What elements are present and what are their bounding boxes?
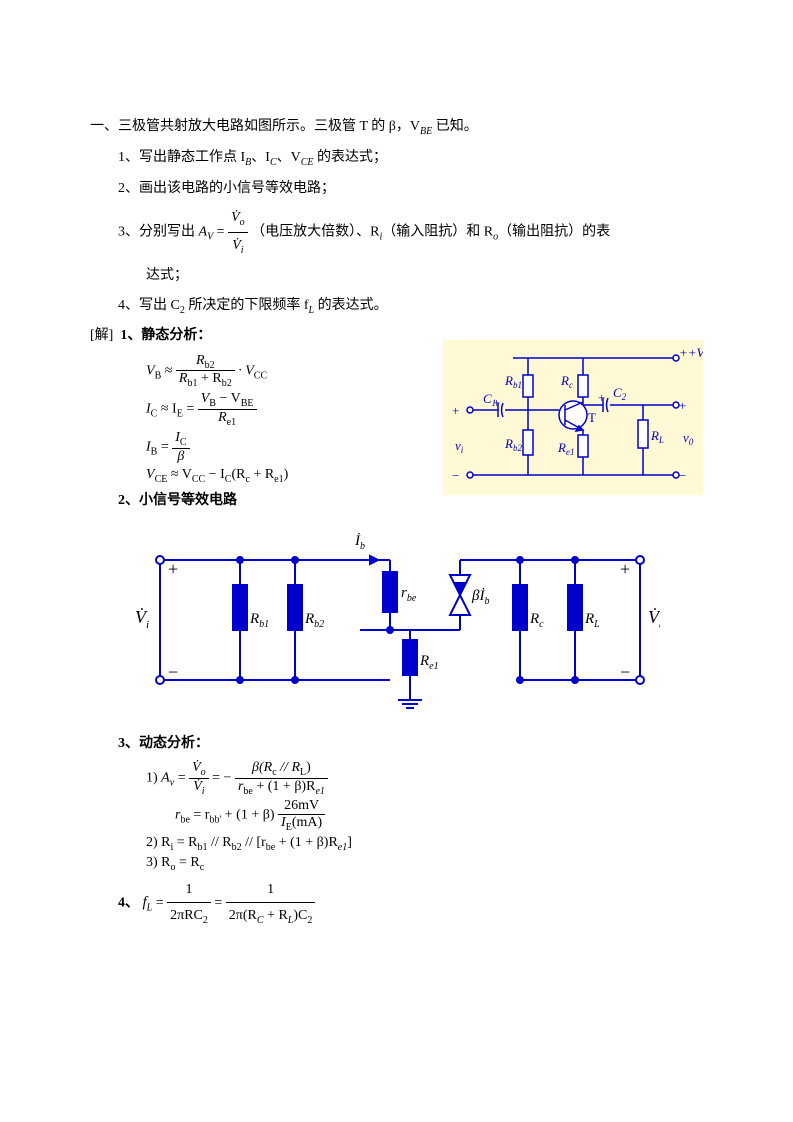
svg-text:+: +: [168, 559, 178, 579]
question-1: 1、写出静态工作点 IB、IC、VCE 的表达式；: [90, 145, 703, 172]
svg-text:+: +: [679, 398, 686, 413]
question-3b: 达式；: [90, 263, 703, 288]
svg-text:Rb2: Rb2: [304, 611, 324, 630]
svg-text:+: +: [598, 390, 605, 405]
svg-text:RL: RL: [584, 611, 600, 630]
section-4: 4、 fL = 12πRC2 = 12π(RC + RL)C2: [90, 877, 703, 930]
svg-text:rbe: rbe: [401, 585, 417, 604]
eq-ri: 2) Ri = Rb1 // Rb2 // [rbe + (1 + β)Re1]: [146, 835, 703, 853]
svg-text:βİb: βİb: [471, 588, 489, 607]
eq-av: 1) Av = V̇oV̇i = − β(Rc // RL) rbe + (1 …: [146, 760, 703, 797]
svg-text:V̇i: V̇i: [135, 606, 149, 631]
question-4: 4、写出 C2 所决定的下限频率 fL 的表达式。: [90, 293, 703, 320]
svg-text:−: −: [620, 662, 630, 682]
svg-text:++VCC: ++VCC: [679, 345, 703, 362]
svg-text:+: +: [493, 395, 500, 410]
svg-text:İb: İb: [354, 533, 365, 552]
section-3: 3、动态分析：: [90, 731, 703, 756]
svg-text:−: −: [679, 468, 686, 483]
problem-title: 一、三极管共射放大电路如图所示。三极管 T 的 β，VBE 已知。: [90, 114, 703, 141]
question-3: 3、分别写出 AV = V̇oV̇i （电压放大倍数）、Ri（输入阻抗）和 Ro…: [90, 205, 703, 260]
svg-text:−: −: [452, 468, 459, 483]
section-1: 1、静态分析：: [120, 328, 211, 343]
circuit-diagram-1: ++VCC Rb1 Rc C1 + C2 + T νi Rb2 Re1 RL ν…: [443, 340, 703, 495]
svg-text:Rc: Rc: [529, 611, 544, 630]
eq-rbe: rbe = rbb' + (1 + β) 26mVIE(mA): [175, 798, 703, 833]
eq-ro: 3) Ro = Rc: [146, 855, 703, 873]
svg-text:−: −: [168, 662, 178, 682]
svg-text:Re1: Re1: [419, 653, 439, 672]
svg-text:T: T: [588, 410, 596, 425]
svg-text:V̇o: V̇o: [648, 606, 660, 631]
question-2: 2、画出该电路的小信号等效电路；: [90, 176, 703, 201]
svg-text:+: +: [620, 559, 630, 579]
svg-text:+: +: [452, 403, 459, 418]
svg-text:Rb1: Rb1: [249, 611, 269, 630]
circuit-diagram-2: İb βİb rbe V̇i V̇o Rb1 Rb2 Re1 Rc RL + −…: [120, 520, 703, 725]
